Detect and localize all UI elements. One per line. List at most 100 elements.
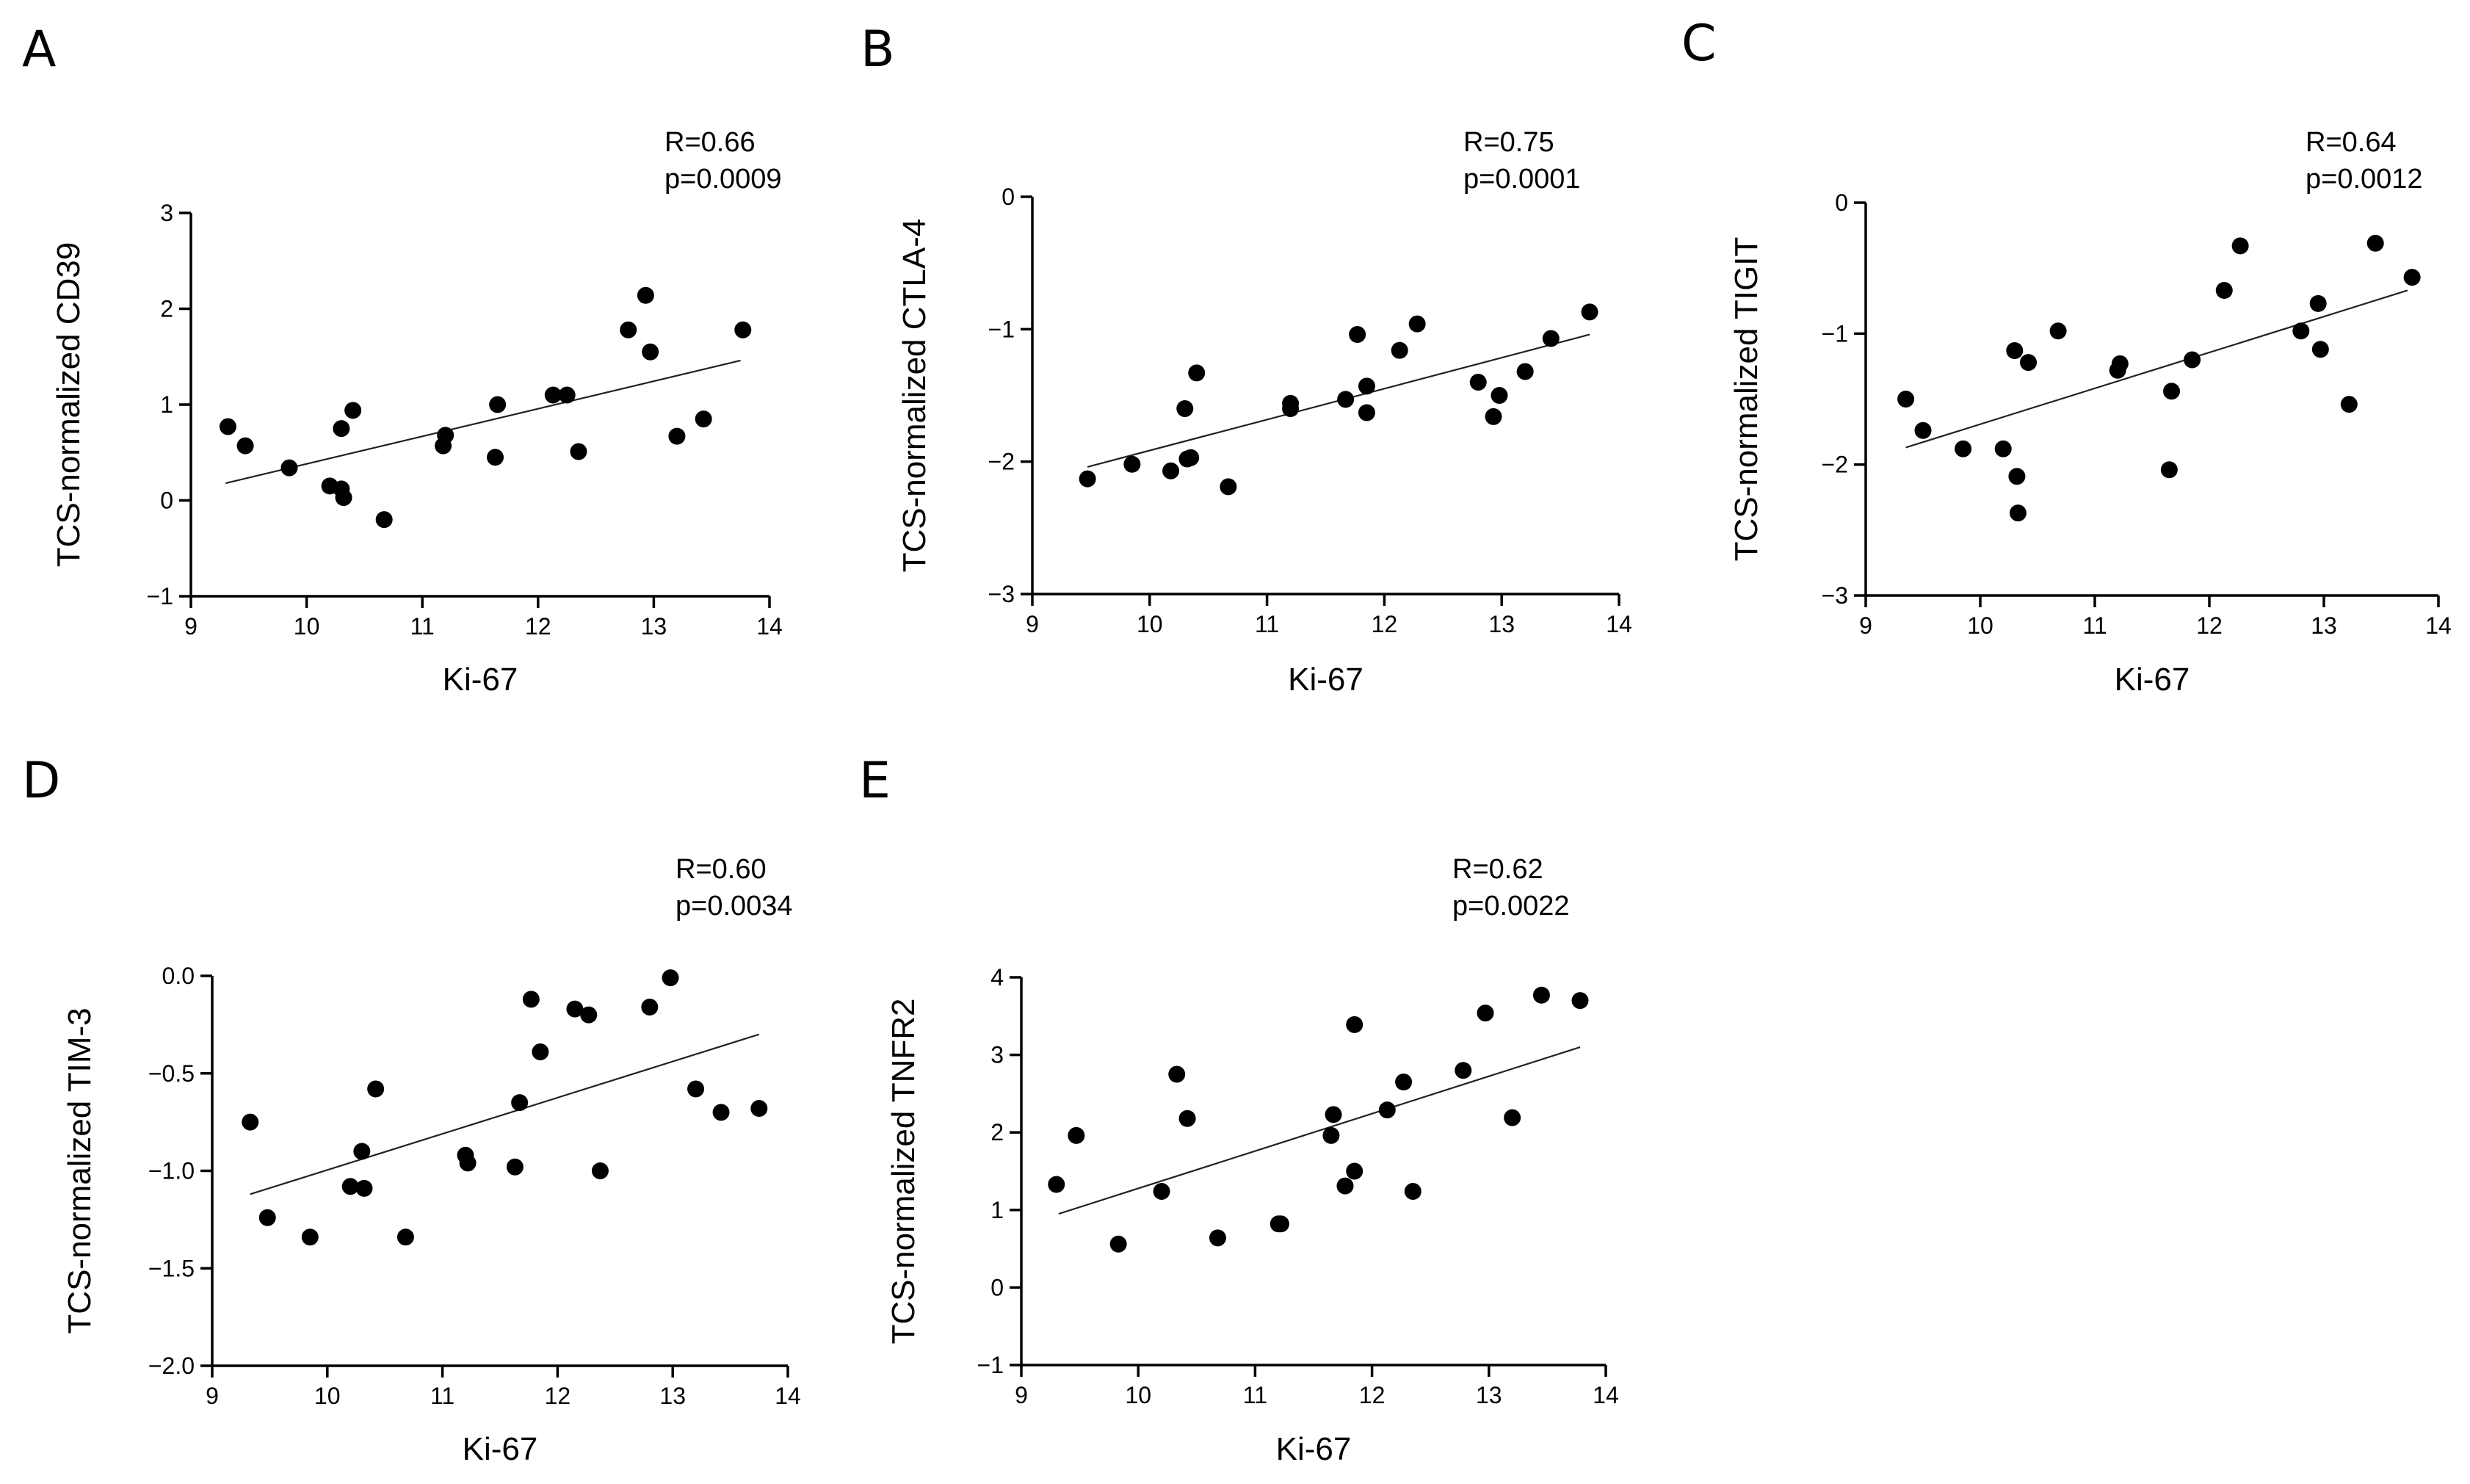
panel-e-data-point	[1346, 1016, 1363, 1033]
panel-d-data-point	[301, 1228, 319, 1246]
panel-e-data-point	[1322, 1126, 1340, 1144]
panel-c-x-tick-label: 12	[2196, 612, 2223, 639]
panel-d-letter: D	[22, 752, 60, 810]
panel-a-data-point	[695, 410, 712, 428]
panel-a-x-tick-label: 13	[641, 613, 667, 640]
panel-e-x-tick-label: 13	[1476, 1382, 1502, 1408]
panel-e-r-value: R=0.62	[1452, 854, 1543, 885]
panel-c-data-point	[2009, 504, 2027, 522]
panel-c-data-point	[1914, 421, 1932, 439]
panel-e-p-value: p=0.0022	[1452, 891, 1570, 922]
panel-d-data-point	[687, 1080, 705, 1098]
panel-d-data-point	[367, 1080, 385, 1098]
panel-d-data-point	[750, 1100, 768, 1118]
panel-c-data-point	[1994, 440, 2012, 457]
panel-c-data-point	[2111, 355, 2129, 372]
panel-a-x-tick-label: 9	[184, 613, 198, 640]
panel-b-x-axis-title: Ki-67	[1288, 662, 1363, 698]
panel-b: B R=0.75 p=0.0001 9 10 11 12 13 14 −3 −2 −1 0 Ki-67 TC…	[861, 21, 1632, 698]
panel-a-data-point	[642, 343, 659, 361]
panel-a-x-tick-label: 12	[525, 613, 551, 640]
panel-e-data-point	[1455, 1062, 1472, 1079]
panel-e-y-axis-title: TCS-normalized TNFR2	[885, 998, 921, 1344]
panel-b-y-axis-title: TCS-normalized CTLA-4	[897, 219, 932, 573]
panel-e-x-tick-label: 9	[1015, 1382, 1028, 1408]
panel-e-y-tick-label: 4	[990, 964, 1004, 991]
panel-c-data-point	[2311, 341, 2329, 358]
panel-a-data-point	[637, 286, 654, 304]
panel-d-data-point	[712, 1104, 730, 1121]
panel-c-data-point	[2340, 396, 2358, 413]
panel-c-y-tick-label: −3	[1822, 582, 1848, 609]
panel-a-y-tick-label: 1	[160, 391, 173, 418]
panel-d-data-point	[532, 1043, 549, 1061]
panel-b-x-tick-label: 12	[1372, 611, 1398, 637]
panel-c-data-point	[2231, 237, 2249, 255]
panel-a-data-point	[558, 386, 576, 404]
panel-e-letter: E	[859, 752, 891, 810]
panel-c-data-point	[2309, 294, 2327, 312]
panel-d-data-point	[522, 991, 540, 1008]
panel-c: C R=0.64 p=0.0012 9 10 11 12 13 14 −3 −2 −1 0 Ki-67 TC…	[1681, 15, 2452, 698]
panel-c-r-value: R=0.64	[2306, 127, 2397, 158]
panel-a-data-point	[236, 437, 254, 455]
panel-d-data-point	[341, 1178, 359, 1195]
panel-b-data-point	[1391, 341, 1408, 359]
panel-a-data-point	[620, 321, 637, 339]
panel-b-data-point	[1408, 315, 1426, 333]
panel-c-data-point	[2006, 342, 2024, 360]
panel-b-data-point	[1469, 373, 1487, 391]
panel-b-data-point	[1123, 455, 1141, 473]
panel-b-data-point	[1079, 470, 1096, 488]
panel-a-x-axis-title: Ki-67	[443, 662, 518, 698]
panel-b-data-point	[1516, 363, 1534, 380]
panel-c-data-point	[2163, 383, 2181, 400]
panel-d-x-tick-label: 11	[430, 1383, 454, 1409]
panel-d-p-value: p=0.0034	[676, 891, 793, 922]
panel-e-x-tick-label: 14	[1593, 1382, 1619, 1408]
panel-c-y-tick-label: 0	[1835, 189, 1848, 216]
panel-e-y-tick-label: 2	[990, 1119, 1004, 1145]
panel-d-data-point	[641, 998, 659, 1016]
panel-d-data-point	[459, 1154, 477, 1172]
panel-a-y-tick-label: 0	[160, 488, 173, 514]
panel-d-y-tick-label: −0.5	[148, 1060, 195, 1087]
panel-c-p-value: p=0.0012	[2306, 164, 2423, 195]
panel-b-data-point	[1485, 408, 1502, 425]
panel-c-data-point	[2403, 269, 2421, 286]
panel-b-data-point	[1542, 330, 1560, 347]
panel-b-y-tick-label: −2	[988, 449, 1015, 475]
panel-b-y-tick-label: 0	[1002, 184, 1015, 210]
panel-d-regression-line	[250, 1033, 760, 1195]
panel-e-data-point	[1109, 1235, 1127, 1253]
panel-e-data-point	[1178, 1110, 1196, 1127]
panel-a-x-tick-label: 14	[756, 613, 783, 640]
panel-b-data-point	[1358, 377, 1375, 395]
panel-b-x-tick-label: 14	[1606, 611, 1632, 637]
panel-a-p-value: p=0.0009	[664, 164, 782, 195]
panel-a-data-point	[280, 459, 298, 477]
panel-a-data-point	[486, 449, 504, 466]
panel-c-x-axis-title: Ki-67	[2115, 662, 2190, 698]
panel-e-data-point	[1168, 1065, 1186, 1083]
panel-a-letter: A	[22, 21, 57, 79]
panel-b-data-point	[1188, 364, 1206, 382]
panel-a-regression-line	[225, 359, 741, 485]
panel-a-y-tick-label: 3	[160, 200, 173, 226]
panel-e-y-tick-label: 3	[990, 1042, 1004, 1068]
panel-a-data-point	[437, 427, 454, 444]
panel-b-x-tick-label: 11	[1255, 611, 1279, 637]
panel-c-data-point	[1955, 440, 1972, 457]
panel-c-x-tick-label: 9	[1859, 612, 1872, 639]
panel-c-letter: C	[1681, 15, 1716, 73]
panel-d-data-point	[580, 1006, 598, 1024]
panel-a-x-tick-label: 10	[294, 613, 320, 640]
panel-b-data-point	[1282, 394, 1300, 412]
panel-b-data-point	[1349, 326, 1366, 344]
panel-e-x-tick-label: 11	[1243, 1382, 1267, 1408]
panel-c-x-tick-label: 14	[2425, 612, 2452, 639]
panel-e-data-point	[1571, 992, 1589, 1010]
panel-a-data-point	[734, 321, 752, 339]
panel-e-data-point	[1325, 1106, 1342, 1123]
panel-c-data-point	[2292, 322, 2310, 340]
